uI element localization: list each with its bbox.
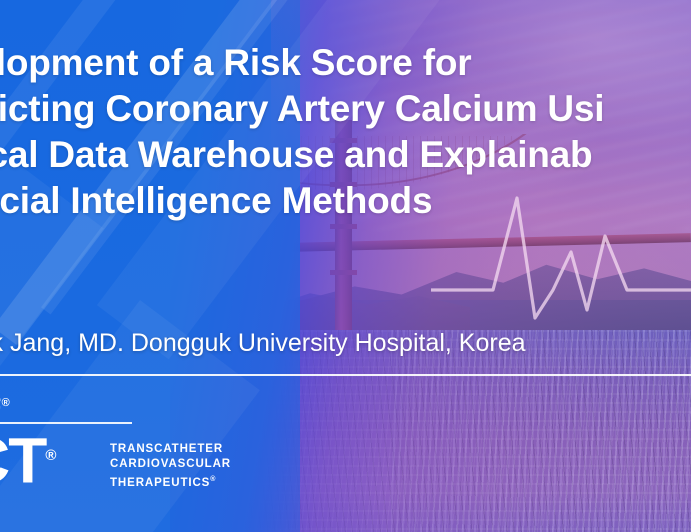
- page-title: velopment of a Risk Score for edicting C…: [0, 40, 691, 224]
- gradient-wash-left-solid: [0, 0, 170, 532]
- tct-wordmark: CT®: [0, 424, 56, 492]
- title-line-1: velopment of a Risk Score for: [0, 42, 472, 83]
- tct-subtitle-line-3-wrap: THERAPEUTICS®: [110, 472, 231, 491]
- crf-label: RF: [0, 394, 2, 420]
- tct-letters: CT: [0, 424, 47, 497]
- crf-logo-text: RF®: [0, 392, 10, 419]
- ecg-heartbeat-icon: [431, 170, 691, 350]
- tct-registered-mark: ®: [45, 447, 57, 464]
- tct-subtitle: TRANSCATHETER CARDIOVASCULAR THERAPEUTIC…: [110, 442, 231, 491]
- presenter-affiliation: -Sik Jang, MD. Dongguk University Hospit…: [0, 329, 526, 357]
- divider-rule: [0, 374, 691, 376]
- title-line-2: edicting Coronary Artery Calcium Usi: [0, 88, 605, 129]
- tct-subtitle-line-2: CARDIOVASCULAR: [110, 458, 231, 470]
- title-line-3: nical Data Warehouse and Explainab: [0, 134, 593, 175]
- conference-logo: RF® CT® TRANSCATHETER CARDIOVASCULAR THE…: [0, 392, 290, 502]
- gradient-tint-top-right: [271, 0, 691, 300]
- tct-subtitle-registered-mark: ®: [210, 476, 217, 483]
- crf-registered-mark: ®: [1, 397, 11, 409]
- tct-subtitle-line-1: TRANSCATHETER: [110, 443, 224, 455]
- tct-subtitle-line-3: THERAPEUTICS: [110, 476, 211, 489]
- crf-underline: [0, 422, 132, 424]
- title-line-4: tificial Intelligence Methods: [0, 180, 433, 221]
